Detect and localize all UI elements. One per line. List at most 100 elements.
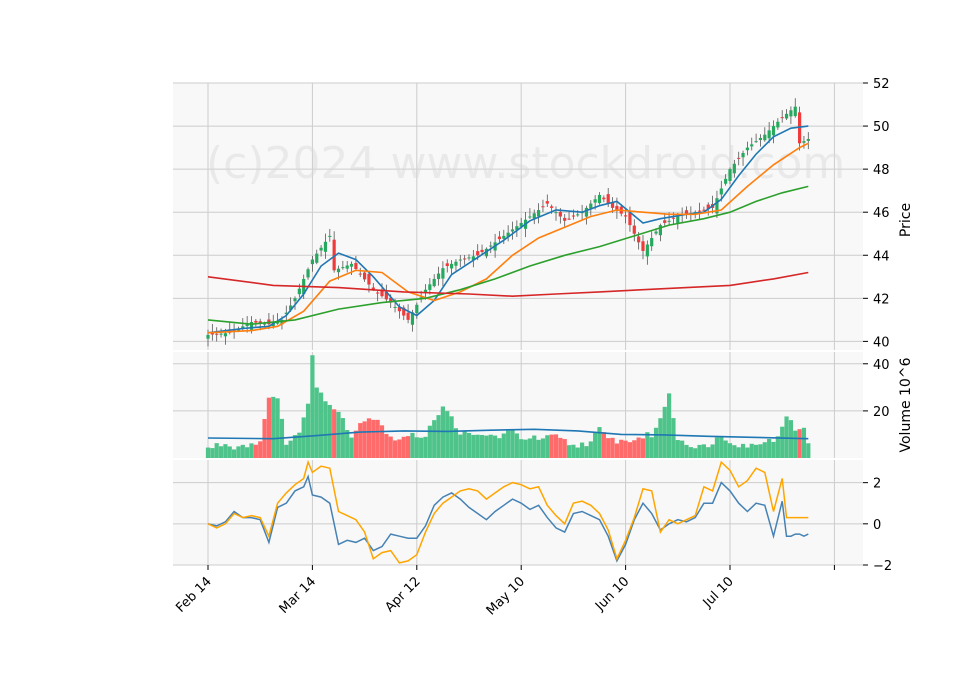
volume-bar [745,447,750,458]
volume-bar [210,448,215,458]
x-tick-label: Apr 12 [382,574,423,615]
volume-bar [345,430,350,458]
volume-ma-line [207,428,809,440]
volume-bar [336,411,341,458]
candle-body [219,333,223,335]
volume-bar [271,396,276,458]
volume-bar [406,436,411,458]
ma-slow-line [207,185,809,326]
volume-bar [319,392,324,458]
volume-bar [292,435,298,458]
candle-body [654,231,658,234]
candle-body [715,198,719,214]
volume-bar [684,444,689,458]
volume-bar [645,432,650,458]
candle-body [658,225,662,236]
volume-bar [288,440,293,458]
candle-body [445,263,449,267]
candle-body [489,245,493,247]
ma-fast-line [207,125,809,334]
candle-body [802,141,806,143]
candle-body [706,204,710,209]
volume-bar [514,433,519,458]
volume-bar [532,435,537,458]
volume-y-tick-label: 20 [873,405,890,420]
candle-body [671,217,676,219]
candle-body [467,257,471,259]
candle-body [537,210,541,217]
volume-bar [214,443,219,458]
x-tick-label: Mar 14 [277,574,320,617]
candle-body [497,236,502,240]
volume-bar [205,447,211,458]
candle-body [597,194,602,204]
price-axis-title: Price [898,203,914,237]
volume-bar [284,444,289,458]
volume-bar [358,423,363,458]
volume-bar [236,446,241,458]
candle-body [545,201,549,204]
price-y-tick-label: 40 [873,335,890,350]
volume-bar [623,440,628,458]
volume-bar [610,437,615,458]
candle-body [776,121,780,128]
volume-bar [436,415,441,458]
volume-bar [667,393,672,458]
volume-bar [371,419,376,458]
volume-bar [253,444,258,458]
candle-body [354,263,358,270]
volume-bar [366,418,372,458]
osc-panel-bg [173,460,863,565]
candle-body [676,216,680,224]
candle-body [284,312,288,315]
volume-bar [601,432,606,458]
candle-body [258,321,262,324]
volume-bar [527,438,532,458]
volume-bar [484,435,489,458]
candle-body [319,247,323,251]
candle-body [502,235,506,239]
volume-bar [553,434,559,458]
candle-body [323,241,328,252]
price-y-tick-label: 42 [873,292,890,307]
candle-body [763,134,767,141]
candle-body [454,261,458,266]
price-y-tick-label: 46 [873,206,890,221]
x-tick-label: Feb 14 [173,574,215,616]
volume-bar [327,404,332,458]
oscillator-line-a [207,459,809,564]
candle-body [510,229,515,232]
volume-bar [675,440,680,458]
volume-bar [710,444,715,458]
candle-body [506,232,510,238]
candle-body [371,287,375,290]
candle-body [297,288,301,295]
candle-body [310,259,314,265]
candle-body [341,267,345,269]
volume-bar [566,445,572,458]
volume-bar [523,439,528,458]
volume-bar [780,426,785,458]
volume-bar [775,436,780,458]
volume-bar [558,437,563,458]
x-tick-label: Jun 10 [592,574,632,614]
volume-bar [305,403,311,458]
volume-bar [540,438,546,458]
volume-bar [762,442,767,458]
volume-bar [349,437,354,458]
candle-body [480,249,484,253]
candle-body [554,212,558,214]
candle-body [206,334,210,339]
volume-bar [727,443,733,458]
candle-body [650,238,654,247]
volume-bar [362,421,367,458]
volume-bar [466,432,472,458]
volume-bar [619,439,624,458]
volume-bar [693,448,698,458]
volume-y-tick-label: 40 [873,358,890,373]
volume-bar [310,355,315,458]
candle-body [576,214,580,216]
volume-bar [549,434,554,458]
candle-body [254,320,258,323]
